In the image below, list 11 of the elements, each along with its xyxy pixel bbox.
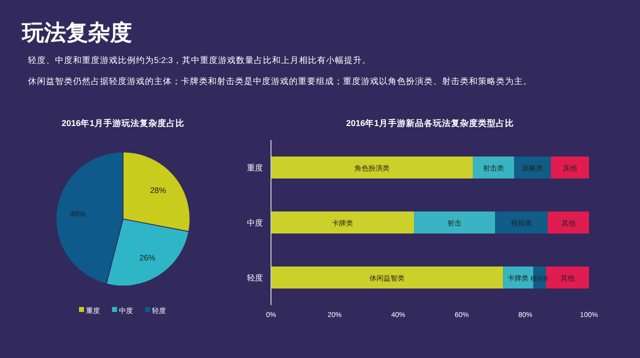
y-tick-label: 重度 — [247, 164, 263, 172]
text: 轻度、中度和重度游戏比例约为5:2:3，其中重度游戏数量占比和上月相比有小幅提升。 — [28, 55, 371, 65]
data-label: 46% — [70, 209, 86, 218]
y-tick-label: 轻度 — [247, 274, 263, 282]
chart-title: 2016年1月手游玩法复杂度占比 — [62, 118, 184, 128]
chart-title: 2016年1月手游新品各玩法复杂度类型占比 — [346, 118, 514, 128]
data-label: 28% — [150, 186, 166, 195]
data-label: 26% — [139, 253, 156, 262]
text: 玩法复杂度 — [21, 20, 132, 45]
text: 休闲益智类仍然占据轻度游戏的主体；卡牌类和射击类是中度游戏的重要组成；重度游戏以角色扮演类、射击类和策略类为主。 — [28, 76, 532, 86]
y-tick-label: 中度 — [247, 218, 263, 228]
